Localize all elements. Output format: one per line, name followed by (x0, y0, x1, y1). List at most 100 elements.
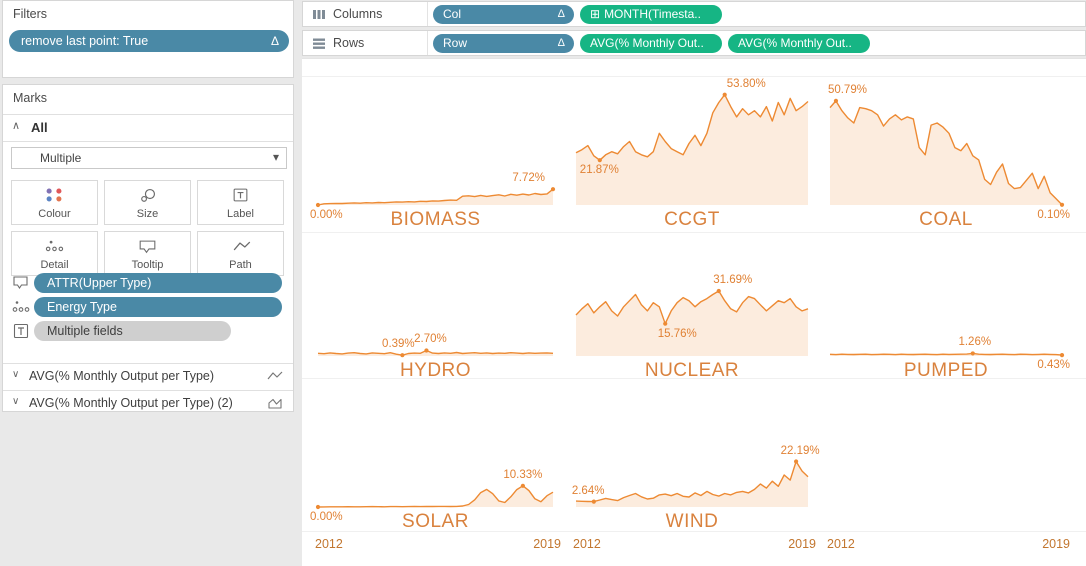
axis-year-start-col3: 2012 (827, 537, 855, 551)
pill-energy-type[interactable]: Energy Type (34, 297, 282, 317)
area-wind (576, 461, 808, 507)
pill-row[interactable]: Row Δ (433, 34, 574, 53)
mark-point-nuclear[interactable] (716, 288, 721, 294)
line-coal[interactable] (829, 100, 1063, 206)
measure-card-avg-output[interactable]: ∨ AVG(% Monthly Output per Type) (3, 363, 293, 390)
plus-box-icon[interactable]: ⊞ (590, 7, 601, 21)
detail-icon (12, 299, 30, 315)
path-icon (198, 237, 283, 255)
columns-shelf: Columns Col Δ ⊞ MONTH(Timesta.. (302, 1, 1086, 27)
chevron-down-icon[interactable]: ∨ (12, 369, 20, 380)
delta-icon: Δ (557, 37, 565, 49)
chart-cell-wind[interactable] (576, 379, 808, 507)
mark-label-pumped: 1.26% (958, 336, 992, 349)
pill-multiple-fields[interactable]: Multiple fields (34, 321, 231, 341)
mark-point-pumped[interactable] (970, 351, 975, 356)
mark-point-hydro[interactable] (400, 353, 405, 358)
caret-down-icon[interactable]: ▾ (272, 150, 279, 164)
divider (3, 114, 293, 115)
chart-cell-nuclear[interactable] (576, 233, 808, 356)
marks-all-label: All (31, 120, 48, 135)
left-sidebar: Filters remove last point: True Δ Marks … (0, 0, 300, 566)
area-coal (830, 100, 1062, 205)
line-hydro[interactable] (317, 349, 554, 356)
pill-avg-monthly-output-1[interactable]: AVG(% Monthly Out.. (580, 34, 722, 53)
delta-icon: Δ (557, 8, 565, 20)
axis-year-end-col2: 2019 (788, 537, 816, 551)
tooltip-icon (12, 275, 30, 291)
mark-label-coal: 0.10% (1037, 208, 1070, 221)
line-wind[interactable] (575, 460, 809, 503)
area-solar (318, 485, 553, 507)
mark-point-ccgt[interactable] (722, 92, 727, 97)
encoding-row-label: Multiple fields (3, 321, 293, 341)
chart-title-wind: WIND (665, 511, 719, 532)
detail-icon (12, 237, 97, 255)
rows-shelf: Rows Row Δ AVG(% Monthly Out.. AVG(% Mon… (302, 30, 1086, 56)
line-pumped[interactable] (829, 352, 1063, 356)
pill-col[interactable]: Col Δ (433, 5, 574, 24)
line-chart-icon (267, 369, 283, 383)
mark-point-solar[interactable] (315, 504, 321, 510)
chevron-down-icon[interactable]: ∨ (12, 396, 20, 407)
label-button[interactable]: Label (197, 180, 284, 225)
area-biomass (318, 189, 553, 205)
mark-label-wind: 22.19% (780, 444, 820, 457)
colour-button[interactable]: Colour (11, 180, 98, 225)
detail-button[interactable]: Detail (11, 231, 98, 276)
path-button[interactable]: Path (197, 231, 284, 276)
chart-title-biomass: BIOMASS (390, 209, 481, 230)
mark-point-pumped[interactable] (1059, 353, 1065, 358)
chart-cell-coal[interactable] (830, 77, 1062, 205)
mark-point-ccgt[interactable] (597, 158, 602, 163)
line-solar[interactable] (317, 485, 554, 508)
tooltip-button[interactable]: Tooltip (104, 231, 191, 276)
mark-label-nuclear: 15.76% (657, 327, 697, 340)
pill-avg-monthly-output-2[interactable]: AVG(% Monthly Out.. (728, 34, 870, 53)
mark-point-nuclear[interactable] (663, 321, 668, 326)
encoding-row-detail: Energy Type (3, 297, 293, 317)
chevron-up-icon[interactable]: ∧ (12, 120, 21, 132)
chart-title-nuclear: NUCLEAR (644, 360, 740, 381)
columns-icon (312, 8, 326, 21)
filters-title: Filters (13, 7, 48, 21)
mark-label-solar: 10.33% (503, 468, 543, 481)
mark-point-biomass[interactable] (550, 187, 556, 192)
axis-year-end-col1: 2019 (533, 537, 561, 551)
mark-point-coal[interactable] (833, 98, 839, 103)
chart-cell-ccgt[interactable] (576, 77, 808, 205)
divider (3, 141, 293, 142)
line-ccgt[interactable] (575, 94, 809, 161)
mark-point-wind[interactable] (591, 499, 596, 504)
size-button[interactable]: Size (104, 180, 191, 225)
chart-cell-hydro[interactable] (318, 233, 553, 356)
chart-title-pumped: PUMPED (903, 360, 989, 381)
chart-cell-pumped[interactable] (830, 233, 1062, 356)
marks-section-all[interactable]: ∧ All (3, 115, 293, 141)
line-nuclear[interactable] (575, 290, 809, 325)
area-hydro (318, 350, 553, 356)
mark-label-ccgt: 53.80% (726, 77, 766, 90)
mark-point-biomass[interactable] (315, 202, 321, 208)
line-biomass[interactable] (317, 188, 554, 206)
chart-cell-solar[interactable] (318, 379, 553, 507)
row-separator (302, 531, 1086, 532)
pill-attr-upper-type[interactable]: ATTR(Upper Type) (34, 273, 282, 293)
pill-month-timestamp[interactable]: ⊞ MONTH(Timesta.. (580, 5, 722, 24)
small-multiples-plot (315, 92, 1065, 510)
measure-card-avg-output-2[interactable]: ∨ AVG(% Monthly Output per Type) (2) (3, 390, 293, 413)
area-chart-icon (267, 396, 283, 410)
row-separator (302, 232, 1086, 233)
axis-year-end-col3: 2019 (1042, 537, 1070, 551)
mark-point-solar[interactable] (520, 483, 525, 488)
mark-point-wind[interactable] (793, 459, 799, 464)
chart-title-solar: SOLAR (402, 511, 469, 532)
chart-cell-biomass[interactable] (318, 77, 553, 205)
label-icon (12, 323, 30, 339)
mark-type-dropdown[interactable]: Multiple ▾ (11, 147, 287, 169)
worksheet-canvas: 0.00% 7.72% BIOMASS 21.87% 53.80% CCGT 50.79% 0… (302, 58, 1086, 566)
divider (427, 31, 428, 55)
mark-point-hydro[interactable] (424, 348, 429, 353)
mark-point-coal[interactable] (1059, 202, 1065, 207)
filter-pill-remove-last-point[interactable]: remove last point: True Δ (9, 30, 289, 52)
